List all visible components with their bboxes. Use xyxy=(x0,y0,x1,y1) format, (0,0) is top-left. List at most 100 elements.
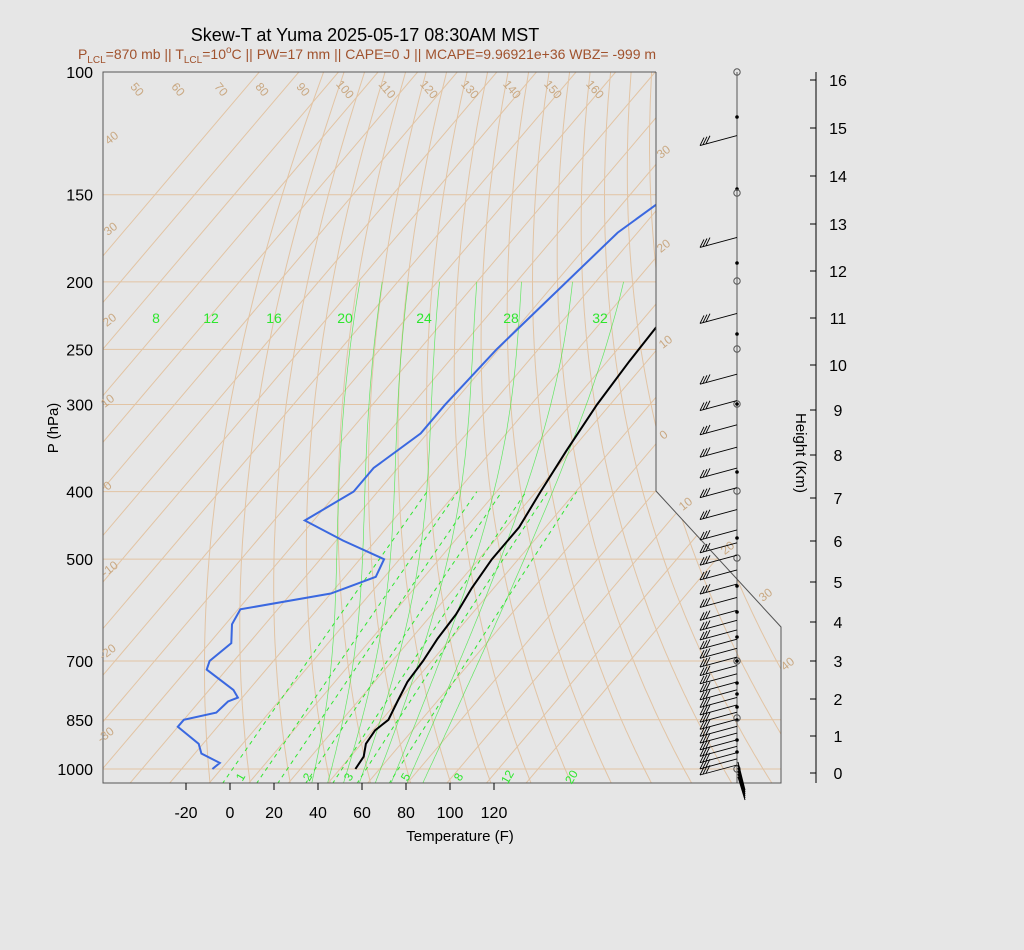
wind-barb xyxy=(699,487,738,499)
moist-adiabat xyxy=(406,281,573,783)
isotherm-line xyxy=(103,72,656,783)
height-tick-label: 8 xyxy=(834,448,843,465)
wind-barb xyxy=(699,673,738,685)
dry-adiabat xyxy=(305,72,386,783)
wind-barb xyxy=(699,400,738,411)
temperature-tick-label: 100 xyxy=(437,805,464,822)
isotherm-line xyxy=(103,72,419,783)
temperature-tick-label: 20 xyxy=(265,805,283,822)
moist-adiabat-label: 12 xyxy=(203,310,219,326)
height-axis-label: Height (Km) xyxy=(792,413,809,493)
height-tick-label: 0 xyxy=(834,766,843,783)
wind-barb xyxy=(699,609,738,621)
pressure-tick-label: 1000 xyxy=(57,762,93,779)
isotherm-line xyxy=(103,72,537,783)
plot-frame xyxy=(102,71,782,784)
wind-barb xyxy=(699,236,738,248)
pressure-marker xyxy=(733,189,741,197)
isotherm-line xyxy=(287,72,781,783)
isotherm-line xyxy=(103,72,458,783)
temperature-tick-label: 40 xyxy=(309,805,327,822)
moist-adiabat xyxy=(390,281,522,783)
wind-barb xyxy=(699,629,738,641)
height-marker xyxy=(735,635,739,639)
isotherm-line xyxy=(485,72,781,783)
dry-adiabat xyxy=(556,72,693,783)
dry-adiabat xyxy=(453,72,532,783)
moist-adiabat-label: 16 xyxy=(266,310,282,326)
wind-barb xyxy=(699,647,738,659)
height-marker xyxy=(735,332,739,336)
plot-area xyxy=(103,72,781,783)
wind-barb xyxy=(699,689,738,701)
dewpoint-line xyxy=(176,72,781,770)
height-tick-label: 5 xyxy=(834,575,843,592)
height-tick-label: 14 xyxy=(829,169,847,186)
pressure-marker xyxy=(733,277,741,285)
isotherm-line xyxy=(327,72,781,783)
wind-barb xyxy=(699,583,738,595)
pressure-tick-label: 400 xyxy=(66,485,93,502)
height-tick-label: 6 xyxy=(834,534,843,551)
surface-wind-barb xyxy=(737,761,746,791)
height-tick-label: 7 xyxy=(834,491,843,508)
moist-adiabat xyxy=(327,281,383,783)
isotherm-line xyxy=(103,72,300,783)
isotherm-line xyxy=(103,72,577,783)
dry-adiabat xyxy=(531,72,653,783)
wind-barb xyxy=(699,554,738,566)
wind-barb xyxy=(699,313,738,324)
grid xyxy=(103,72,781,783)
height-tick-label: 11 xyxy=(830,311,847,328)
chart-subtitle: PLCL=870 mb || TLCL=10oC || PW=17 mm || … xyxy=(78,45,656,66)
mixing-ratio-label: 20 xyxy=(562,767,581,786)
dry-adiabat xyxy=(368,72,427,783)
isotherm-label: 30 xyxy=(654,142,673,161)
height-tick-label: 1 xyxy=(834,729,843,746)
wind-barb xyxy=(699,711,738,723)
height-tick-label: 2 xyxy=(834,692,843,709)
wind-barb xyxy=(699,529,738,541)
isotherm-line xyxy=(103,72,696,783)
wind-barbs xyxy=(699,68,746,801)
height-tick-label: 4 xyxy=(834,615,843,632)
wind-barb xyxy=(699,656,738,668)
moist-adiabat-label: 8 xyxy=(152,310,160,326)
wind-barb xyxy=(699,619,738,631)
pressure-marker xyxy=(733,657,741,665)
pressure-tick-label: 300 xyxy=(66,398,93,415)
pressure-marker xyxy=(733,714,741,722)
isotherm-line xyxy=(129,72,735,783)
height-tick-label: 16 xyxy=(829,73,847,90)
wind-barb xyxy=(699,732,738,744)
height-marker xyxy=(735,705,739,709)
wind-barb xyxy=(699,718,738,730)
mixing-ratio-line xyxy=(304,491,503,783)
isotherm-line xyxy=(103,72,379,783)
height-marker xyxy=(735,261,739,265)
mixing-ratio-label: 12 xyxy=(498,767,517,786)
moist-adiabat xyxy=(311,281,361,783)
isotherm-line xyxy=(103,72,339,783)
height-tick-label: 13 xyxy=(829,217,847,234)
height-marker xyxy=(735,659,739,663)
isotherm-line xyxy=(103,72,260,783)
pressure-tick-label: 850 xyxy=(66,713,93,730)
wind-barb xyxy=(699,569,738,581)
wind-barb xyxy=(699,764,738,776)
surface-wind-barb xyxy=(737,773,746,799)
wind-barb xyxy=(699,446,738,458)
moist-adiabat-label: 24 xyxy=(416,310,432,326)
dry-adiabat xyxy=(239,72,345,783)
height-marker xyxy=(735,681,739,685)
pressure-tick-label: 100 xyxy=(66,65,93,82)
wind-barb xyxy=(699,697,738,708)
wind-barb xyxy=(699,424,738,436)
height-tick-label: 9 xyxy=(834,403,843,420)
pressure-tick-label: 700 xyxy=(66,654,93,671)
isotherm-label: 30 xyxy=(756,585,775,604)
pressure-tick-label: 200 xyxy=(66,275,93,292)
dry-adiabat xyxy=(480,72,572,783)
wind-barb xyxy=(699,467,738,479)
